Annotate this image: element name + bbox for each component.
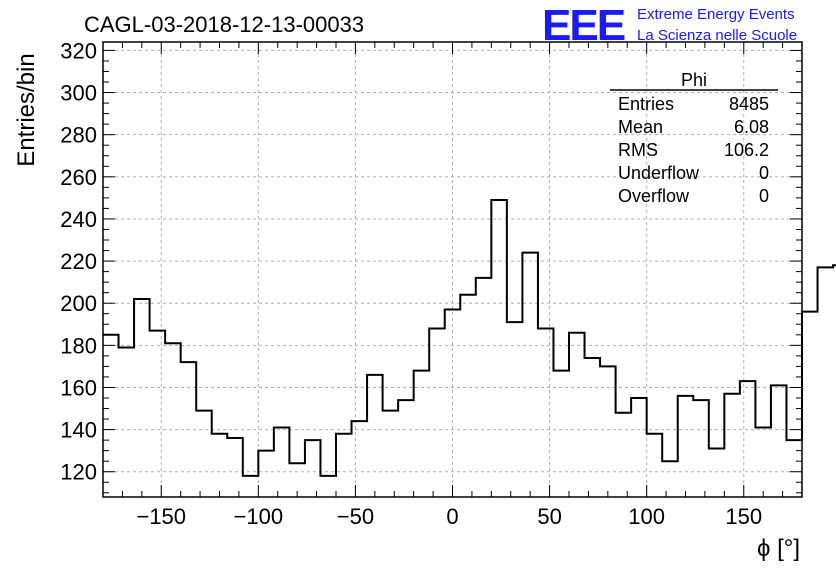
x-tick-label: −150 xyxy=(136,504,186,529)
histogram-bin xyxy=(227,438,243,497)
histogram-bin xyxy=(429,328,445,497)
histogram-bin xyxy=(740,381,756,497)
stats-value: 0 xyxy=(759,186,769,206)
y-axis-label: Entries/bin xyxy=(13,53,40,166)
x-tick-label: 0 xyxy=(446,504,458,529)
y-tick-label: 160 xyxy=(60,375,97,400)
logo-line-1: Extreme Energy Events xyxy=(637,6,795,23)
stats-label: Overflow xyxy=(618,186,690,206)
histogram-bin xyxy=(693,400,709,497)
y-tick-label: 240 xyxy=(60,207,97,232)
histogram-bin xyxy=(709,449,725,497)
logo-line-2: La Scienza nelle Scuole xyxy=(637,27,797,44)
y-tick-label: 260 xyxy=(60,165,97,190)
x-tick-label: −100 xyxy=(234,504,284,529)
histogram-bin xyxy=(383,411,399,497)
stats-label: Mean xyxy=(618,117,663,137)
histogram-bin xyxy=(367,375,383,497)
y-tick-label: 180 xyxy=(60,333,97,358)
histogram-bin xyxy=(647,434,663,497)
histogram-bin xyxy=(243,476,259,497)
y-axis: 120 140 160 180 200 220 240 260 280 300 320 xyxy=(60,38,802,494)
y-tick-label: 140 xyxy=(60,418,97,443)
x-axis-label: ϕ [°] xyxy=(757,535,800,562)
histogram-bin xyxy=(507,322,523,497)
histogram-bin xyxy=(600,366,616,497)
x-tick-label: 150 xyxy=(725,504,762,529)
stats-label: RMS xyxy=(618,140,658,160)
x-tick-label: 100 xyxy=(628,504,665,529)
histogram-bin xyxy=(569,333,585,497)
x-tick-label: 50 xyxy=(537,504,561,529)
histogram-bin xyxy=(134,299,150,497)
histogram-bin xyxy=(336,434,352,497)
histogram-bin xyxy=(678,396,694,497)
histogram-bin xyxy=(103,335,119,497)
histogram-bin xyxy=(305,440,321,497)
y-tick-label: 200 xyxy=(60,291,97,316)
histogram-bin xyxy=(771,385,787,497)
chart-title: CAGL-03-2018-12-13-00033 xyxy=(84,12,364,37)
y-tick-label: 120 xyxy=(60,460,97,485)
histogram-bin xyxy=(538,328,554,497)
y-tick-label: 280 xyxy=(60,123,97,148)
grid-lines xyxy=(103,42,802,497)
eee-logo: EEE Extreme Energy Events La Scienza nel… xyxy=(542,1,797,50)
histogram-bin xyxy=(398,400,414,497)
y-tick-label: 320 xyxy=(60,38,97,63)
y-tick-label: 300 xyxy=(60,81,97,106)
histogram-bin xyxy=(616,413,632,497)
histogram-bin xyxy=(818,267,834,497)
histogram-bin xyxy=(165,343,181,497)
histogram-outline xyxy=(103,198,836,477)
histogram-bin xyxy=(786,440,802,497)
histogram-bin xyxy=(258,451,274,497)
histogram-bin xyxy=(553,371,569,497)
stats-label: Entries xyxy=(618,94,674,114)
histogram-bin xyxy=(491,200,507,497)
stats-label: Underflow xyxy=(618,163,700,183)
stats-value: 0 xyxy=(759,163,769,183)
x-axis: −150 −100 −50 0 50 100 150 xyxy=(102,42,803,529)
histogram-bin xyxy=(631,398,647,497)
histogram-bin xyxy=(320,476,336,497)
histogram-bin xyxy=(352,421,368,497)
stats-value: 6.08 xyxy=(734,117,769,137)
histogram-bin xyxy=(662,461,678,497)
histogram-bin xyxy=(414,371,430,497)
histogram-bin xyxy=(212,434,228,497)
histogram-bin xyxy=(522,253,538,497)
histogram-bin xyxy=(724,394,740,497)
histogram-bin xyxy=(585,358,601,497)
histogram-bin xyxy=(274,427,290,497)
x-tick-label: −50 xyxy=(337,504,374,529)
stats-box: Phi Entries 8485 Mean 6.08 RMS 106.2 Underflow… xyxy=(610,70,778,206)
stats-value: 8485 xyxy=(729,94,769,114)
histogram-bin xyxy=(802,312,818,497)
stats-value: 106.2 xyxy=(724,140,769,160)
y-tick-label: 220 xyxy=(60,249,97,274)
histogram-bin xyxy=(196,411,212,497)
stats-box-title: Phi xyxy=(681,70,707,90)
histogram-bin xyxy=(755,427,771,497)
histogram-bin xyxy=(460,295,476,497)
histogram-bin xyxy=(119,347,135,497)
